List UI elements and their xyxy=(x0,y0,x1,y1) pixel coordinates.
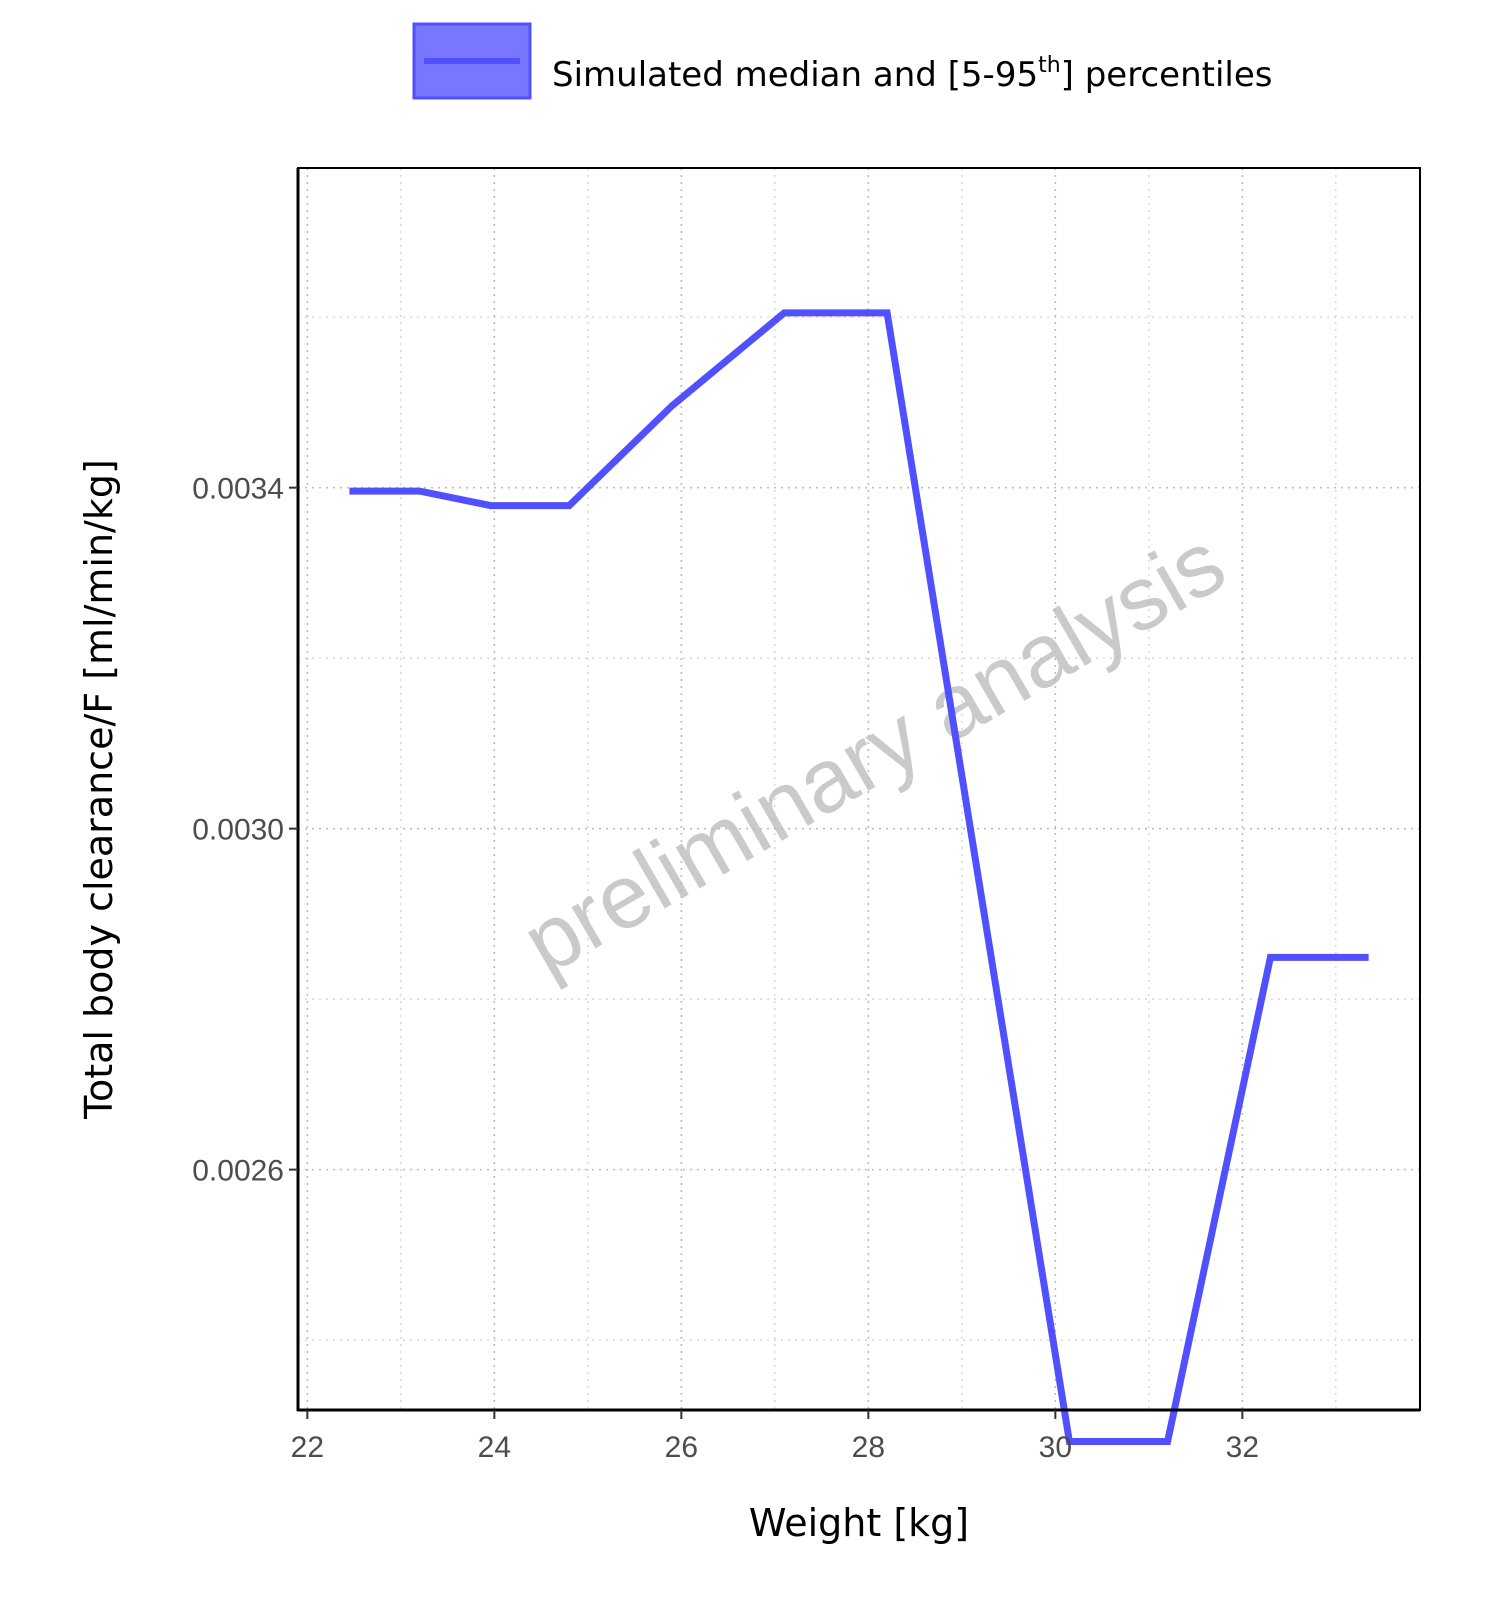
watermark: preliminary analysis xyxy=(507,512,1241,994)
legend: Simulated median and [5-95th] percentile… xyxy=(412,22,1272,100)
y-tick-label: 0.0030 xyxy=(192,814,284,847)
legend-label-superscript: th xyxy=(1038,53,1061,78)
watermark-layer: preliminary analysis xyxy=(507,512,1241,994)
legend-label-end: ] percentiles xyxy=(1061,55,1273,95)
y-tick-label: 0.0026 xyxy=(192,1155,284,1188)
axes: 22 24 26 28 30 32 0.0026 0.0030 0.0034 xyxy=(192,168,1420,1464)
x-tick-label: 24 xyxy=(478,1431,511,1464)
series-line xyxy=(349,309,1369,1445)
x-tick-label: 32 xyxy=(1226,1431,1259,1464)
y-tick-label: 0.0034 xyxy=(192,473,284,506)
x-tick-label: 30 xyxy=(1039,1431,1072,1464)
x-tick-label: 22 xyxy=(291,1431,324,1464)
x-axis-title: Weight [kg] xyxy=(749,1501,969,1545)
legend-label-main: Simulated median and [5-95 xyxy=(552,55,1038,95)
x-tick-label: 26 xyxy=(665,1431,698,1464)
y-axis-title: Total body clearance/F [ml/min/kg] xyxy=(77,459,121,1120)
x-tick-label: 28 xyxy=(852,1431,885,1464)
legend-label: Simulated median and [5-95th] percentile… xyxy=(552,53,1272,95)
series-layer xyxy=(349,309,1369,1445)
grid xyxy=(298,168,1420,1410)
